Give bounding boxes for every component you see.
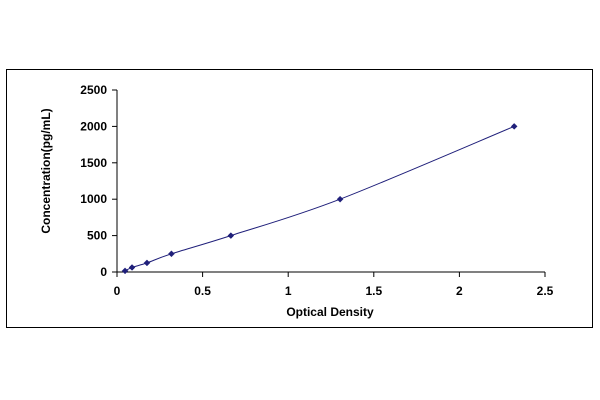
y-tick-label: 1500 [80,156,107,170]
x-tick-label: 0 [114,284,121,298]
data-point [168,250,175,258]
data-point [143,259,151,267]
x-axis-title: Optical Density [286,305,374,319]
x-tick-label: 0.5 [194,284,211,298]
x-tick-label: 2 [456,284,463,298]
y-tick-label: 0 [100,265,107,279]
x-tick-label: 1.5 [365,284,382,298]
y-axis-title: Concentration(pg/mL) [39,108,53,233]
data-point [121,267,129,275]
y-tick-label: 2000 [80,119,107,133]
data-point [510,123,518,130]
chart-frame [6,69,593,328]
data-point [336,195,344,203]
y-tick-label: 500 [87,229,107,243]
data-point [128,264,136,271]
x-tick-label: 2.5 [537,284,554,298]
x-tick-label: 1 [285,284,292,298]
fit-curve [124,125,515,272]
data-point [227,232,235,239]
y-tick-label: 2500 [80,83,107,97]
y-tick-label: 1000 [80,192,107,206]
plot-area: 0 500 1000 1500 2000 2500 0 0.5 1 1.5 2 2.5 [80,83,553,298]
